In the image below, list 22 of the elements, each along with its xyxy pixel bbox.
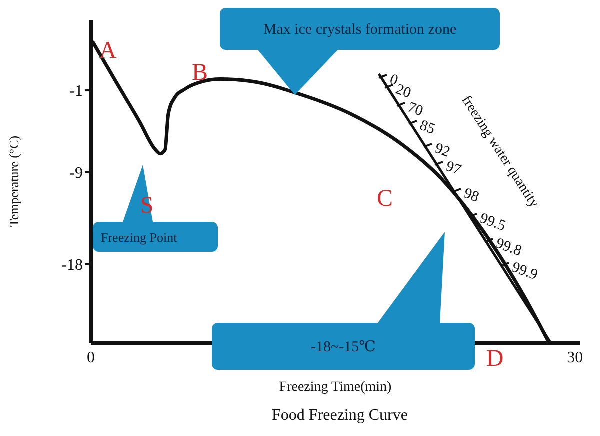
y-tick-label: -1: [70, 83, 83, 100]
text: D: [486, 346, 504, 372]
x-axis-title: Freezing Time(min): [279, 380, 392, 395]
annotation: 98: [462, 186, 482, 206]
annotation: B: [192, 60, 208, 86]
annotation: Freezing Point: [101, 230, 178, 245]
y-tick-label: -18: [62, 256, 83, 274]
annotation: Max ice crystals formation zone: [263, 22, 457, 38]
annotation: 99.8: [494, 236, 524, 260]
x-tick-label: 30: [567, 349, 584, 366]
annotation: 92: [432, 140, 452, 161]
y-tick-label: -9: [70, 164, 83, 182]
annotation: A: [99, 38, 118, 64]
annotation: 97: [444, 158, 464, 180]
y-axis-title: Temperature (°C): [6, 136, 22, 228]
annotation: 70: [406, 100, 426, 120]
annotation: 85: [418, 118, 438, 138]
annotation: 99.5: [478, 210, 508, 235]
annotation: 99.9: [510, 260, 540, 284]
text: Food Freezing Curve: [271, 407, 409, 425]
annotation: C: [376, 186, 394, 212]
annotation: -18~-15℃: [311, 340, 376, 356]
